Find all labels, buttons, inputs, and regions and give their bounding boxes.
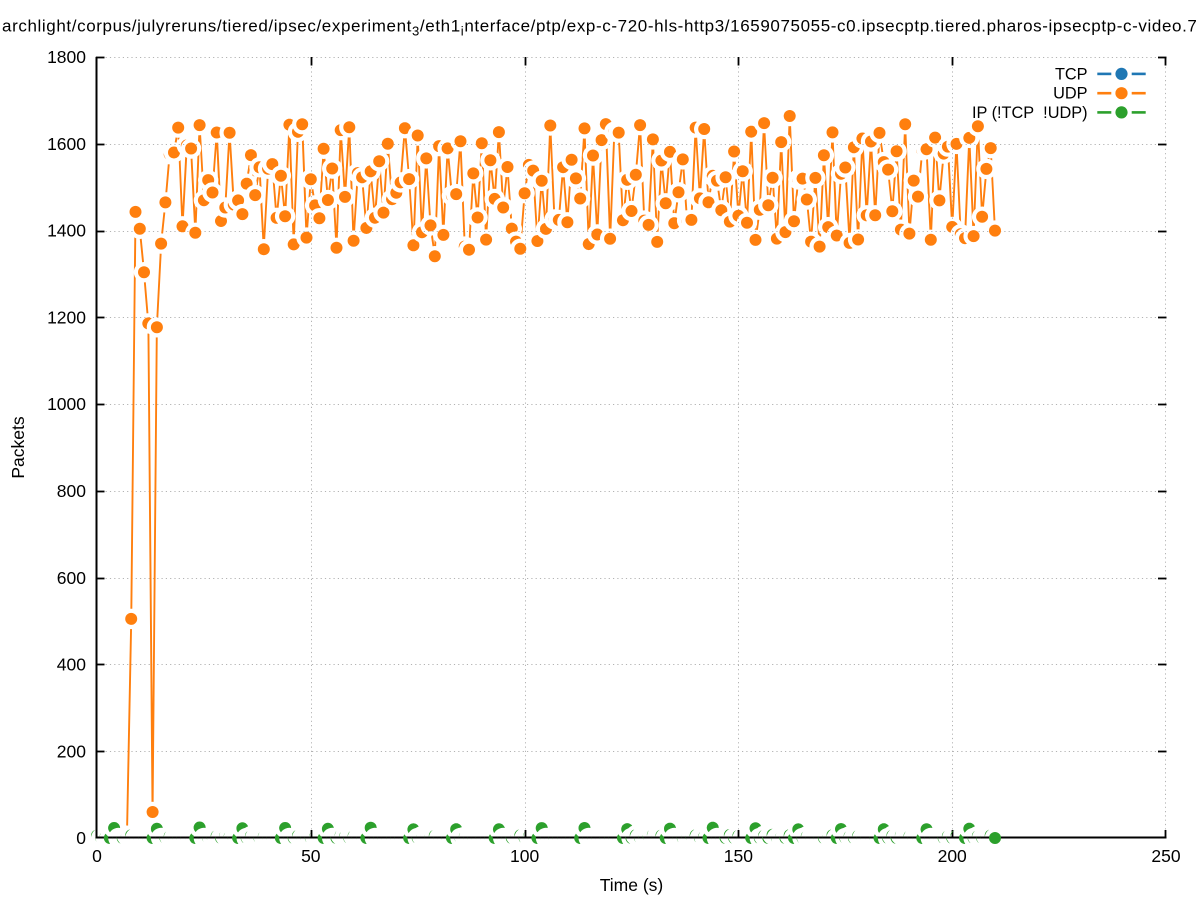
svg-text:200: 200 — [938, 846, 967, 866]
svg-text:UDP: UDP — [1053, 85, 1087, 103]
svg-text:1000: 1000 — [47, 394, 86, 414]
svg-text:800: 800 — [57, 481, 86, 501]
svg-text:600: 600 — [57, 568, 86, 588]
svg-text:50: 50 — [301, 846, 321, 866]
svg-text:400: 400 — [57, 655, 86, 675]
svg-text:IP (!TCP !UDP): IP (!TCP !UDP) — [972, 104, 1088, 122]
svg-text:150: 150 — [724, 846, 753, 866]
svg-text:100: 100 — [510, 846, 539, 866]
svg-text:1600: 1600 — [47, 134, 86, 154]
svg-text:1200: 1200 — [47, 307, 86, 327]
svg-text:1800: 1800 — [47, 47, 86, 67]
svg-text:Time (s): Time (s) — [600, 875, 664, 895]
svg-text:250: 250 — [1151, 846, 1180, 866]
svg-text:1400: 1400 — [47, 221, 86, 241]
svg-text:TCP: TCP — [1055, 65, 1088, 83]
svg-text:0: 0 — [76, 828, 86, 848]
svg-text:archlight/corpus/julyreruns/ti: archlight/corpus/julyreruns/tiered/ipsec… — [2, 17, 1197, 39]
svg-text:200: 200 — [57, 741, 86, 761]
svg-text:0: 0 — [92, 846, 102, 866]
svg-text:Packets: Packets — [8, 416, 28, 478]
